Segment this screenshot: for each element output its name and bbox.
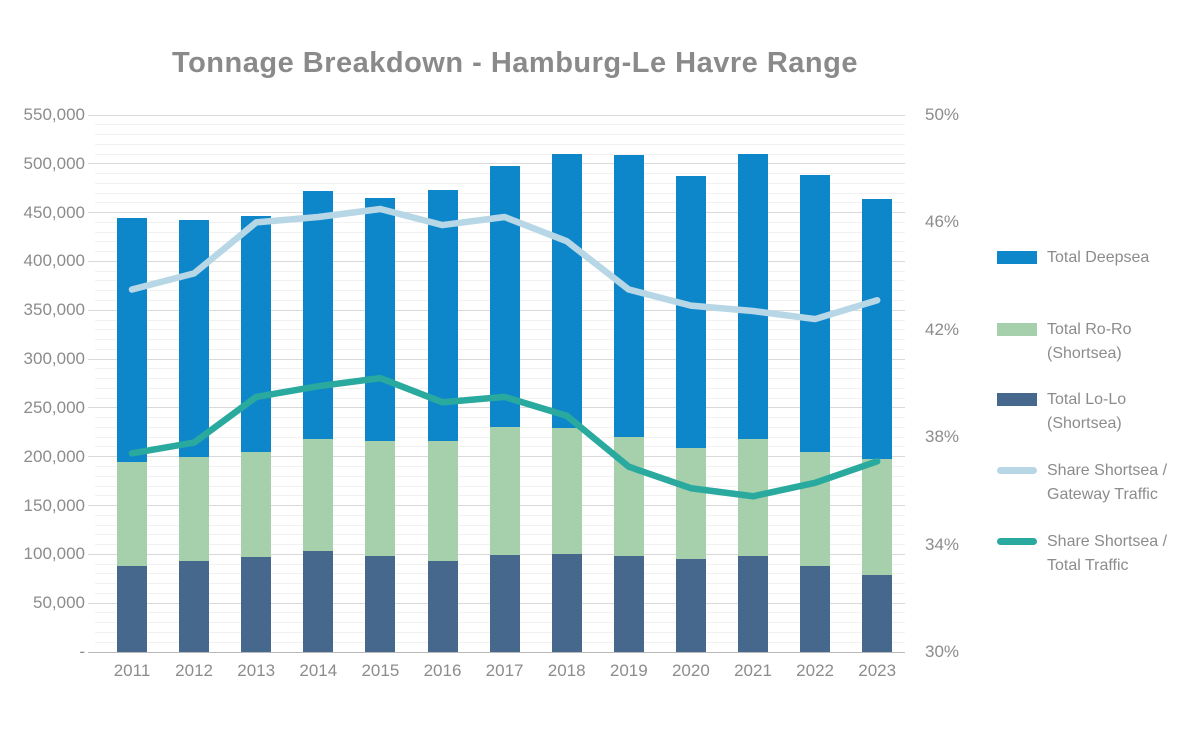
bar-segment-lolo-2017	[489, 555, 520, 652]
legend-swatch-total-deepsea	[997, 251, 1037, 264]
legend-item-total-lolo: Total Lo-Lo (Shortsea)	[997, 388, 1126, 436]
x-axis-label: 2012	[175, 661, 213, 680]
y-axis-label-right: 42%	[925, 319, 960, 339]
x-axis-label: 2013	[237, 661, 276, 680]
bar-segment-roro-2011	[117, 461, 147, 567]
bar-segment-roro-2021	[738, 439, 768, 557]
legend-label-total-roro: Total Ro-Ro	[1047, 321, 1132, 338]
bar-segment-roro-2023	[862, 458, 893, 575]
y-axis-label-right: 46%	[925, 212, 960, 232]
legend-label-share-total-line2: Total Traffic	[1047, 557, 1129, 574]
bar-segment-lolo-2019	[613, 556, 644, 652]
legend-swatch-share-total	[997, 538, 1037, 545]
legend-label-total-deepsea: Total Deepsea	[1047, 249, 1150, 266]
legend-label-total-lolo: Total Lo-Lo	[1047, 391, 1127, 408]
y-axis-label-left: 450,000	[23, 202, 85, 222]
gridline-major	[88, 163, 905, 165]
bar-segment-lolo-2020	[675, 559, 706, 652]
bar-segment-deepsea-2018	[551, 154, 582, 429]
bar-segment-deepsea-2021	[738, 154, 768, 440]
legend-label-share-gateway: Share Shortsea /	[1047, 462, 1168, 479]
bar-segment-lolo-2022	[800, 566, 831, 652]
legend-swatch-total-lolo	[997, 393, 1037, 406]
bar-segment-deepsea-2012	[179, 220, 210, 457]
legend-item-share-total: Share Shortsea / Total Traffic	[997, 530, 1167, 578]
legend-label-share-total: Share Shortsea /	[1047, 533, 1168, 550]
x-axis-label: 2019	[609, 661, 648, 680]
x-axis-label: 2015	[361, 661, 400, 680]
x-axis-label: 2020	[671, 661, 710, 680]
y-axis-label-left: 300,000	[23, 349, 85, 369]
legend-label-total-roro-line2: (Shortsea)	[1047, 345, 1122, 362]
bar-segment-roro-2017	[489, 427, 520, 556]
y-axis-label-right: 34%	[925, 534, 960, 554]
bar-segment-lolo-2015	[365, 556, 396, 652]
bar-segment-deepsea-2022	[800, 174, 831, 452]
bar-segment-deepsea-2011	[117, 218, 147, 462]
chart-title: Tonnage Breakdown - Hamburg-Le Havre Ran…	[172, 47, 858, 79]
y-axis-label-right: 38%	[925, 427, 960, 447]
bar-segment-deepsea-2020	[675, 175, 706, 448]
bar-segment-roro-2014	[303, 439, 334, 552]
bar-segment-lolo-2012	[179, 561, 210, 652]
y-axis-label-left: 350,000	[23, 300, 85, 320]
bar-segment-roro-2022	[800, 451, 831, 567]
bar-segment-deepsea-2016	[427, 190, 458, 442]
bar-segment-roro-2016	[427, 441, 458, 562]
x-axis-label: 2021	[734, 661, 772, 680]
x-axis-label: 2018	[547, 661, 586, 680]
bar-segment-deepsea-2019	[613, 155, 644, 438]
y-axis-label-right: 50%	[925, 105, 960, 124]
bar-segment-lolo-2016	[427, 561, 458, 652]
gridline-minor	[95, 124, 905, 126]
bar-segment-deepsea-2015	[365, 197, 396, 442]
x-axis-label: 2016	[423, 661, 462, 680]
gridline-minor	[95, 134, 905, 136]
x-axis-label: 2014	[299, 661, 338, 680]
y-axis-label-left: 100,000	[23, 544, 85, 564]
legend-swatch-share-gateway	[997, 467, 1037, 474]
legend-item-total-roro: Total Ro-Ro (Shortsea)	[997, 318, 1131, 366]
y-axis-label-left: 500,000	[23, 153, 85, 173]
bar-segment-roro-2015	[365, 441, 396, 557]
gridline-minor	[95, 143, 905, 145]
gridline-minor	[95, 153, 905, 155]
legend-swatch-total-roro	[997, 323, 1037, 336]
bar-segment-roro-2013	[241, 451, 272, 558]
x-axis-label: 2017	[485, 661, 524, 680]
bar-segment-deepsea-2013	[241, 215, 272, 452]
bar-segment-roro-2019	[613, 437, 644, 557]
bar-segment-deepsea-2014	[303, 191, 334, 440]
x-axis-label: 2023	[858, 661, 897, 680]
bar-segment-roro-2012	[179, 456, 210, 562]
x-axis-label: 2022	[796, 661, 834, 680]
y-axis-label-left: -	[79, 642, 85, 661]
y-axis-label-right: 30%	[925, 642, 960, 661]
bar-segment-deepsea-2023	[862, 198, 893, 459]
legend-label-share-gateway-line2: Gateway Traffic	[1047, 486, 1158, 503]
bar-segment-lolo-2013	[241, 557, 272, 652]
legend-item-total-deepsea: Total Deepsea	[997, 246, 1149, 270]
bar-segment-roro-2018	[551, 428, 582, 555]
x-axis-label: 2011	[113, 661, 151, 680]
bar-segment-lolo-2023	[862, 574, 893, 652]
y-axis-label-left: 250,000	[23, 397, 85, 417]
y-axis-label-left: 150,000	[23, 495, 85, 515]
x-axis-line	[88, 651, 905, 653]
bar-segment-roro-2020	[675, 447, 706, 560]
y-axis-label-left: 50,000	[33, 593, 85, 613]
bar-segment-lolo-2021	[738, 556, 768, 652]
bar-segment-lolo-2011	[117, 566, 147, 652]
legend-label-total-lolo-line2: (Shortsea)	[1047, 415, 1122, 432]
bar-segment-lolo-2014	[303, 551, 334, 652]
gridline-major	[88, 114, 905, 116]
y-axis-label-left: 200,000	[23, 446, 85, 466]
y-axis-label-left: 550,000	[23, 105, 85, 124]
bar-segment-lolo-2018	[551, 554, 582, 652]
y-axis-label-left: 400,000	[23, 251, 85, 271]
legend-item-share-gateway: Share Shortsea / Gateway Traffic	[997, 459, 1167, 507]
bar-segment-deepsea-2017	[489, 165, 520, 428]
